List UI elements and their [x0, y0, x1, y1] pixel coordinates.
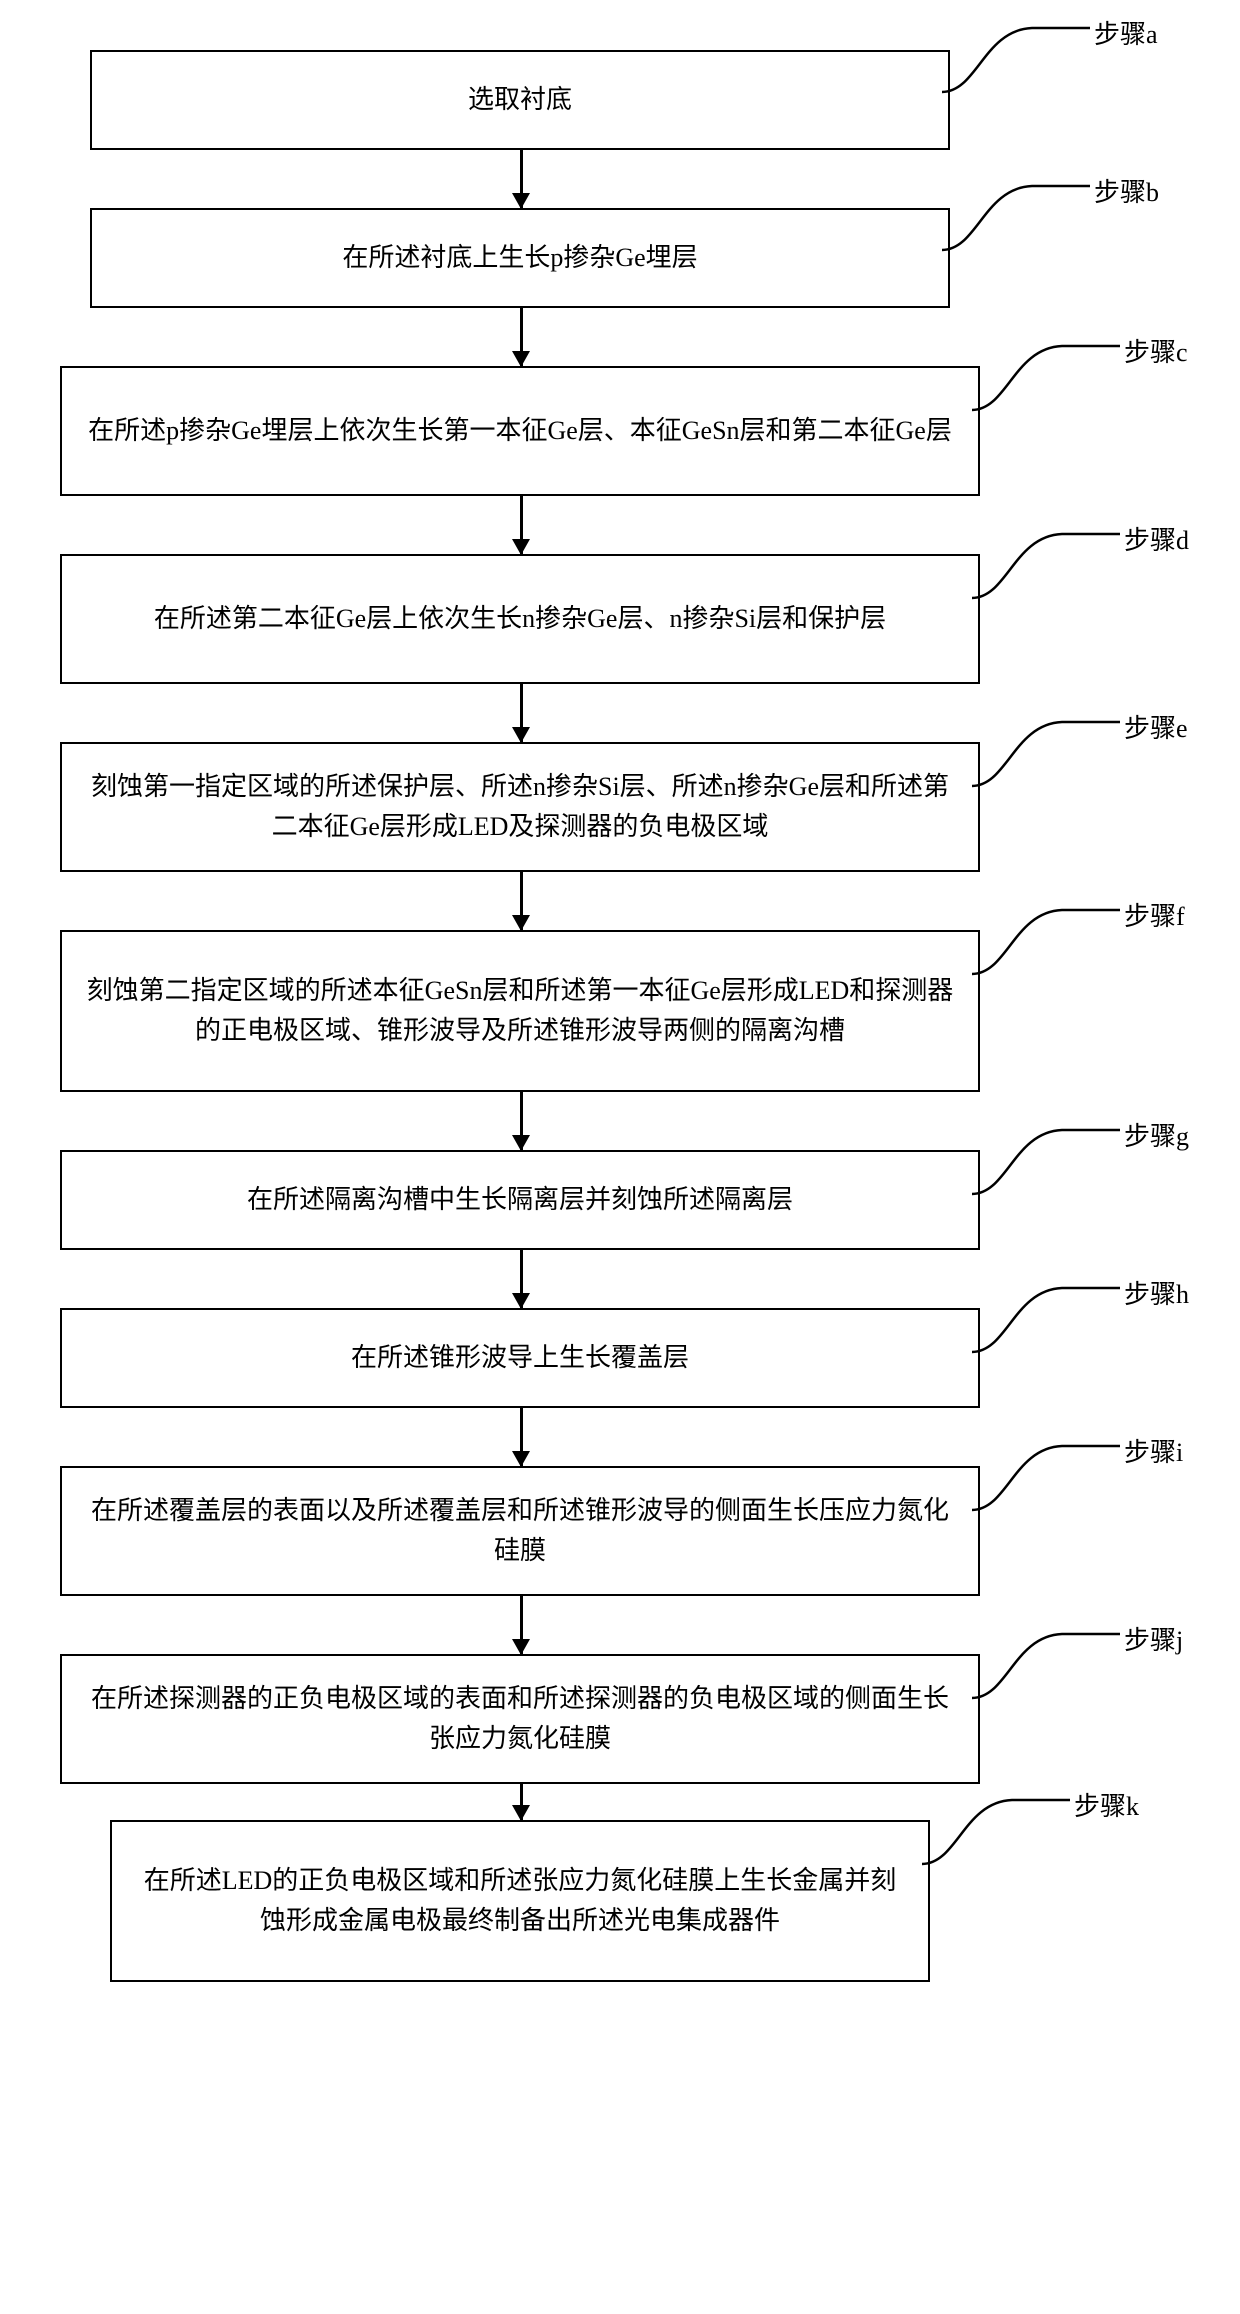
arrowhead-icon [512, 1135, 530, 1151]
flow-step-box-a: 选取衬底 [90, 50, 950, 150]
flow-step-i: 在所述覆盖层的表面以及所述覆盖层和所述锥形波导的侧面生长压应力氮化硅膜 步骤i [30, 1466, 1210, 1596]
flow-step-text: 在所述覆盖层的表面以及所述覆盖层和所述锥形波导的侧面生长压应力氮化硅膜 [86, 1491, 954, 1572]
flow-connector-i [30, 1596, 1210, 1654]
flow-connector-d [30, 684, 1210, 742]
flow-step-g: 在所述隔离沟槽中生长隔离层并刻蚀所述隔离层 步骤g [30, 1150, 1210, 1250]
connector-line [520, 308, 523, 366]
connector-line [520, 1784, 523, 1820]
flow-step-box-k: 在所述LED的正负电极区域和所述张应力氮化硅膜上生长金属并刻蚀形成金属电极最终制… [110, 1820, 930, 1982]
flow-step-text: 在所述锥形波导上生长覆盖层 [351, 1338, 689, 1378]
arrowhead-icon [512, 1293, 530, 1309]
arrowhead-icon [512, 915, 530, 931]
flow-step-text: 在所述p掺杂Ge埋层上依次生长第一本征Ge层、本征GeSn层和第二本征Ge层 [88, 411, 952, 451]
arrowhead-icon [512, 193, 530, 209]
flow-connector-h [30, 1408, 1210, 1466]
arrowhead-icon [512, 1451, 530, 1467]
flow-step-box-d: 在所述第二本征Ge层上依次生长n掺杂Ge层、n掺杂Si层和保护层 [60, 554, 980, 684]
flow-step-c: 在所述p掺杂Ge埋层上依次生长第一本征Ge层、本征GeSn层和第二本征Ge层 步… [30, 366, 1210, 496]
flow-step-e: 刻蚀第一指定区域的所述保护层、所述n掺杂Si层、所述n掺杂Ge层和所述第二本征G… [30, 742, 1210, 872]
connector-line [520, 872, 523, 930]
arrowhead-icon [512, 351, 530, 367]
flow-step-text: 在所述衬底上生长p掺杂Ge埋层 [342, 238, 697, 278]
flow-step-box-c: 在所述p掺杂Ge埋层上依次生长第一本征Ge层、本征GeSn层和第二本征Ge层 [60, 366, 980, 496]
flow-step-text: 在所述探测器的正负电极区域的表面和所述探测器的负电极区域的侧面生长张应力氮化硅膜 [86, 1679, 954, 1760]
connector-line [520, 1092, 523, 1150]
flow-connector-b [30, 308, 1210, 366]
arrowhead-icon [512, 539, 530, 555]
step-label-wrap-a: 步骤a [942, 22, 1158, 98]
flow-step-box-f: 刻蚀第二指定区域的所述本征GeSn层和所述第一本征Ge层形成LED和探测器的正电… [60, 930, 980, 1092]
step-label-a: 步骤a [1094, 14, 1158, 51]
connector-line [520, 150, 523, 208]
flow-step-h: 在所述锥形波导上生长覆盖层 步骤h [30, 1308, 1210, 1408]
flow-step-text: 在所述LED的正负电极区域和所述张应力氮化硅膜上生长金属并刻蚀形成金属电极最终制… [136, 1861, 904, 1942]
flow-step-f: 刻蚀第二指定区域的所述本征GeSn层和所述第一本征Ge层形成LED和探测器的正电… [30, 930, 1210, 1092]
flow-step-a: 选取衬底 步骤a [30, 50, 1210, 150]
connector-line [520, 1250, 523, 1308]
flow-connector-a [30, 150, 1210, 208]
flow-step-k: 在所述LED的正负电极区域和所述张应力氮化硅膜上生长金属并刻蚀形成金属电极最终制… [30, 1820, 1210, 1982]
arrowhead-icon [512, 1639, 530, 1655]
flow-step-box-i: 在所述覆盖层的表面以及所述覆盖层和所述锥形波导的侧面生长压应力氮化硅膜 [60, 1466, 980, 1596]
connector-line [520, 684, 523, 742]
connector-line [520, 1408, 523, 1466]
flow-step-text: 在所述隔离沟槽中生长隔离层并刻蚀所述隔离层 [247, 1180, 793, 1220]
connector-line [520, 1596, 523, 1654]
flow-connector-c [30, 496, 1210, 554]
flow-step-box-j: 在所述探测器的正负电极区域的表面和所述探测器的负电极区域的侧面生长张应力氮化硅膜 [60, 1654, 980, 1784]
flow-step-box-e: 刻蚀第一指定区域的所述保护层、所述n掺杂Si层、所述n掺杂Ge层和所述第二本征G… [60, 742, 980, 872]
flow-step-text: 刻蚀第一指定区域的所述保护层、所述n掺杂Si层、所述n掺杂Ge层和所述第二本征G… [86, 767, 954, 848]
flow-step-box-b: 在所述衬底上生长p掺杂Ge埋层 [90, 208, 950, 308]
arrowhead-icon [512, 1805, 530, 1821]
flow-step-j: 在所述探测器的正负电极区域的表面和所述探测器的负电极区域的侧面生长张应力氮化硅膜… [30, 1654, 1210, 1784]
flow-step-d: 在所述第二本征Ge层上依次生长n掺杂Ge层、n掺杂Si层和保护层 步骤d [30, 554, 1210, 684]
flow-connector-g [30, 1250, 1210, 1308]
connector-line [520, 496, 523, 554]
flow-step-b: 在所述衬底上生长p掺杂Ge埋层 步骤b [30, 208, 1210, 308]
flow-step-box-g: 在所述隔离沟槽中生长隔离层并刻蚀所述隔离层 [60, 1150, 980, 1250]
flow-step-text: 刻蚀第二指定区域的所述本征GeSn层和所述第一本征Ge层形成LED和探测器的正电… [86, 971, 954, 1052]
flowchart-container: 选取衬底 步骤a 在所述衬底上生长p掺杂Ge埋层 步骤b 在所述p掺杂Ge埋层上依次… [30, 50, 1210, 1982]
flow-connector-e [30, 872, 1210, 930]
flow-step-text: 在所述第二本征Ge层上依次生长n掺杂Ge层、n掺杂Si层和保护层 [154, 599, 886, 639]
arrowhead-icon [512, 727, 530, 743]
flow-connector-j [30, 1784, 1210, 1820]
flow-connector-f [30, 1092, 1210, 1150]
flow-step-box-h: 在所述锥形波导上生长覆盖层 [60, 1308, 980, 1408]
flow-step-text: 选取衬底 [468, 80, 572, 120]
